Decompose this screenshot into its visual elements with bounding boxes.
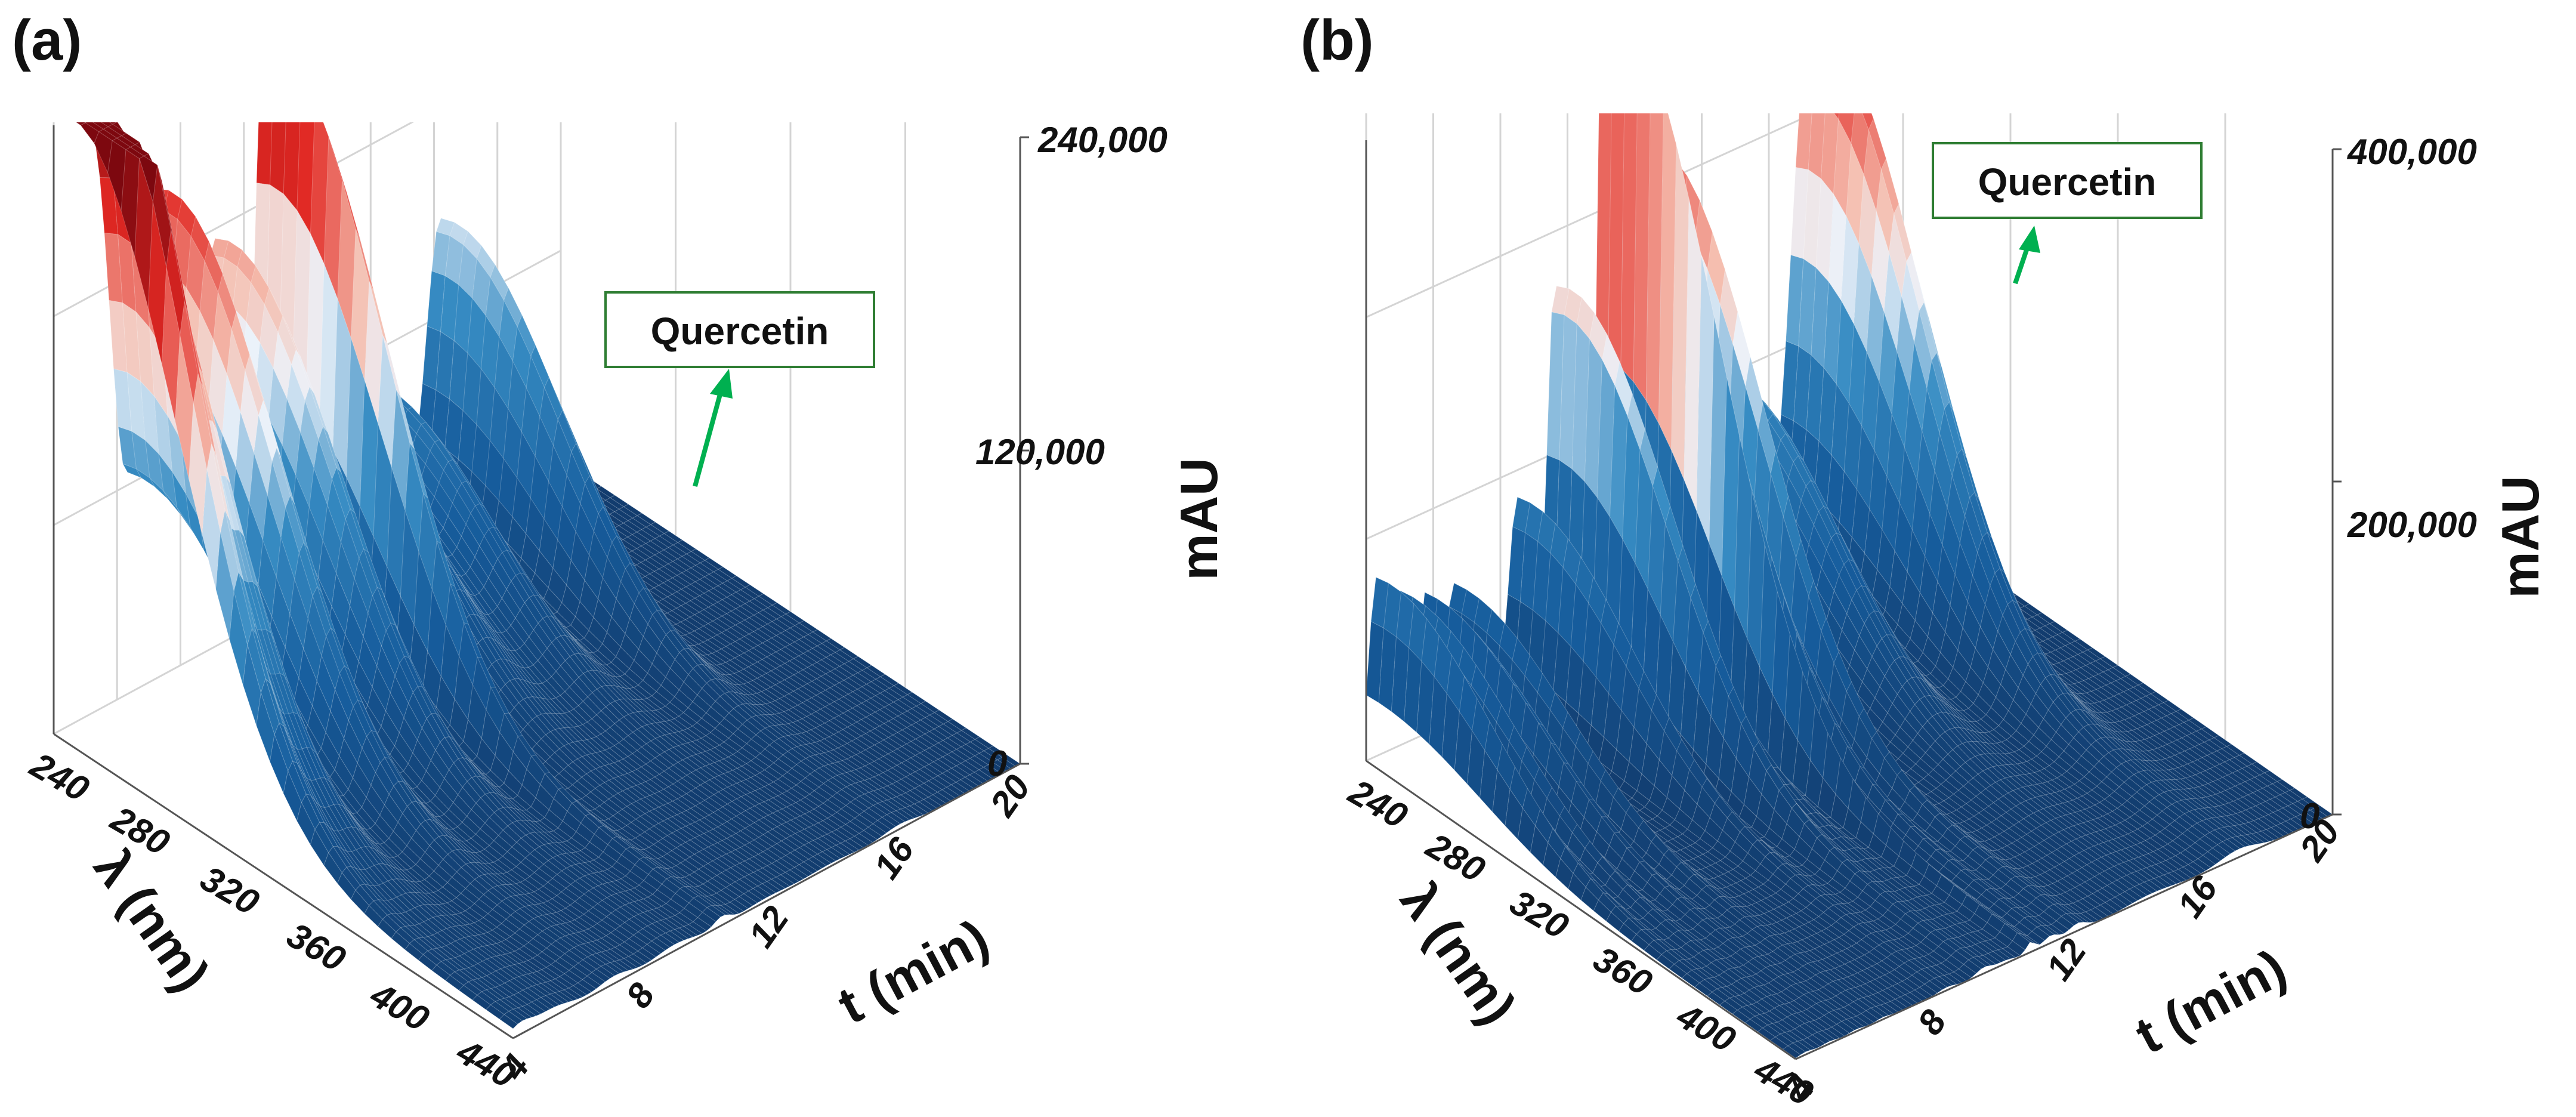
panel-b-x-tick-1: 8 [1910,1002,1954,1042]
panel-a-annotation-label: Quercetin [651,310,829,353]
panel-b-letter: (b) [1301,8,1374,72]
panel-b-annotation-box [1932,142,2203,219]
panel-b: (b) 0 200,000 400,000 mAU 4 8 12 16 20 t… [1301,8,2550,1113]
panel-a: (a) 0 120,000 240,000 mAU 4 8 12 16 20 t… [12,8,1228,1096]
panel-b-x-title: t (min) [2126,937,2296,1065]
panel-a-y-title: λ (nm) [83,839,222,1002]
panel-b-z-tick-1: 200,000 [2347,505,2477,545]
panel-a-letter: (a) [12,8,82,72]
panel-a-surface-mesh [75,122,1021,1029]
panel-a-annotation-box [604,291,875,368]
panel-b-y-tick-0: 240 [1342,772,1414,837]
panel-a-y-tick-4: 400 [363,974,435,1039]
panel-b-surface-mesh [1366,113,2334,1059]
panel-a-zaxis-ticks: 0 120,000 240,000 mAU [975,120,1228,783]
panel-b-annotation-arrowhead [2019,226,2040,253]
panel-b-zaxis-ticks: 0 200,000 400,000 mAU [2300,132,2550,836]
panel-a-z-tick-2: 240,000 [1037,120,1167,160]
panel-a-x-tick-1: 8 [618,976,662,1015]
panel-a-z-tick-1: 120,000 [975,432,1105,472]
panel-a-z-title: mAU [1169,458,1228,580]
panel-a-x-title: t (min) [829,908,998,1035]
panel-b-z-title: mAU [2491,476,2550,598]
panel-b-y-tick-2: 320 [1503,882,1575,946]
panel-a-z-tick-0: 0 [987,743,1007,783]
panel-b-annotation-label: Quercetin [1978,161,2157,203]
panel-b-annotation: Quercetin [1932,142,2203,285]
panel-b-annotation-arrow [2013,243,2031,285]
panel-b-surface [1365,113,2334,1059]
panel-b-y-title: λ (nm) [1389,872,1528,1035]
panel-a-annotation: Quercetin [604,291,875,487]
panel-b-x-tick-2: 12 [2038,932,2094,988]
panel-b-z-tick-0: 0 [2300,796,2319,836]
panel-a-y-tick-5: 440 [450,1031,522,1096]
panel-a-annotation-arrowhead [710,369,733,399]
panel-b-z-tick-2: 400,000 [2347,132,2477,172]
panel-a-surface [52,122,1021,1029]
panel-a-annotation-arrow [693,387,724,487]
